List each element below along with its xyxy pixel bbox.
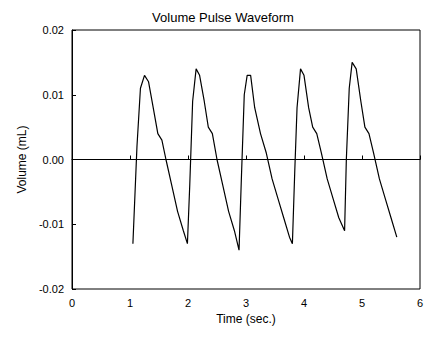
- svg-text:3: 3: [243, 297, 249, 309]
- svg-text:Time (sec.): Time (sec.): [216, 312, 276, 326]
- svg-text:1: 1: [127, 297, 133, 309]
- svg-text:6: 6: [417, 297, 423, 309]
- svg-text:2: 2: [185, 297, 191, 309]
- svg-text:0.01: 0.01: [43, 89, 64, 101]
- svg-text:Volume (mL): Volume (mL): [15, 125, 29, 193]
- svg-text:4: 4: [301, 297, 307, 309]
- svg-text:0: 0: [69, 297, 75, 309]
- svg-text:5: 5: [359, 297, 365, 309]
- svg-text:0.02: 0.02: [43, 24, 64, 36]
- svg-text:-0.01: -0.01: [39, 218, 64, 230]
- svg-text:Volume Pulse Waveform: Volume Pulse Waveform: [152, 10, 294, 25]
- svg-text:0.00: 0.00: [43, 154, 64, 166]
- svg-text:-0.02: -0.02: [39, 283, 64, 295]
